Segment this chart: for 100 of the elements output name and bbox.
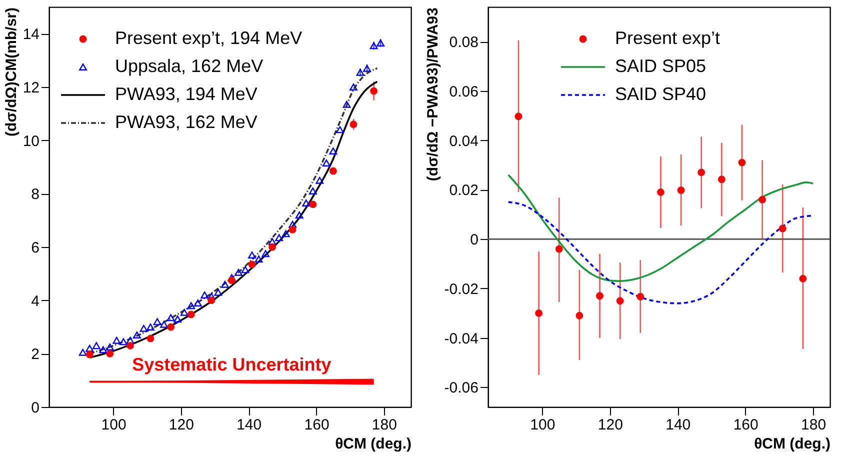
y-tick-label: 0.02 xyxy=(449,182,478,200)
point xyxy=(133,331,141,339)
point xyxy=(778,224,786,232)
x-tick-label: 120 xyxy=(598,416,623,434)
point xyxy=(160,320,168,328)
y-tick-label: 8 xyxy=(31,186,40,204)
point xyxy=(78,348,87,356)
x-tick-label: 140 xyxy=(236,416,262,434)
point xyxy=(616,297,624,305)
point xyxy=(514,112,522,120)
point xyxy=(356,68,364,76)
line-series xyxy=(507,201,814,304)
point xyxy=(758,196,766,204)
legend-label: SAID SP40 xyxy=(615,84,706,104)
point xyxy=(119,338,128,346)
point xyxy=(288,220,297,228)
point xyxy=(535,309,542,317)
point xyxy=(220,280,229,288)
x-axis-title: θCM (deg.) xyxy=(335,436,412,452)
point xyxy=(208,296,216,304)
point xyxy=(214,288,222,296)
point xyxy=(262,250,270,258)
y-tick-label: 12 xyxy=(22,80,40,96)
point xyxy=(596,292,604,300)
point xyxy=(228,276,236,284)
point xyxy=(295,211,304,219)
point xyxy=(86,350,94,358)
point xyxy=(99,346,108,354)
x-tick-label: 100 xyxy=(530,416,556,434)
legend-label: PWA93, 194 MeV xyxy=(115,84,258,104)
point xyxy=(677,186,685,194)
point xyxy=(370,87,378,95)
point xyxy=(234,268,242,276)
point xyxy=(248,251,256,259)
point xyxy=(92,342,100,350)
point xyxy=(698,168,706,176)
y-tick-label: 4 xyxy=(31,292,40,310)
point xyxy=(576,312,584,320)
point xyxy=(636,292,644,300)
y-tick-label: -0.04 xyxy=(444,330,478,348)
point xyxy=(166,314,175,322)
x-tick-label: 140 xyxy=(666,416,691,434)
point xyxy=(350,120,358,128)
x-axis-title: θCM (deg.) xyxy=(754,436,830,452)
y-tick-label: 14 xyxy=(22,26,40,44)
y-tick-label: -0.02 xyxy=(444,280,478,298)
y-tick-label: 0.06 xyxy=(449,83,478,100)
point xyxy=(194,299,202,307)
y-tick-label: 0 xyxy=(31,400,40,416)
point xyxy=(126,336,134,344)
point xyxy=(207,292,216,300)
point xyxy=(282,230,290,238)
y-tick-label: 10 xyxy=(22,132,40,150)
legend-label: Present exp’t xyxy=(615,28,720,48)
point xyxy=(656,188,664,196)
point xyxy=(112,336,121,344)
point xyxy=(275,234,284,242)
point xyxy=(322,159,330,167)
line-series xyxy=(507,174,814,282)
point xyxy=(350,83,358,91)
point xyxy=(153,318,162,326)
point xyxy=(376,39,385,47)
x-tick-label: 180 xyxy=(801,416,826,434)
x-tick-label: 100 xyxy=(101,416,126,434)
y-tick-label: 0.08 xyxy=(449,34,478,52)
point xyxy=(248,260,256,268)
point xyxy=(738,158,746,166)
point xyxy=(268,238,276,246)
x-tick-label: 180 xyxy=(372,416,397,434)
x-tick-label: 160 xyxy=(733,416,758,434)
point xyxy=(187,302,196,310)
point xyxy=(308,187,317,195)
point xyxy=(799,274,807,282)
x-tick-label: 120 xyxy=(168,416,194,434)
y-tick-label: 2 xyxy=(31,346,40,364)
point xyxy=(106,343,114,351)
point xyxy=(254,255,263,263)
y-tick-label: 0.04 xyxy=(449,132,478,150)
point xyxy=(140,324,148,332)
series-label: Systematic Uncertainty xyxy=(132,354,332,375)
point xyxy=(146,323,154,331)
point xyxy=(555,245,563,253)
y-tick-label: -0.06 xyxy=(444,380,478,397)
point xyxy=(146,334,154,342)
point xyxy=(336,126,344,134)
point xyxy=(329,147,338,155)
point xyxy=(174,315,182,323)
point xyxy=(370,42,378,50)
point xyxy=(167,323,174,331)
point xyxy=(106,350,114,358)
point xyxy=(363,64,371,72)
point xyxy=(302,199,310,207)
point xyxy=(309,200,317,208)
point xyxy=(241,266,250,274)
x-tick-label: 160 xyxy=(304,416,330,434)
point xyxy=(180,308,188,316)
y-axis-title: (dσ/dΩ)CM(mb/sr) xyxy=(2,7,20,136)
point xyxy=(316,176,324,184)
point xyxy=(200,291,209,299)
point xyxy=(126,342,134,350)
